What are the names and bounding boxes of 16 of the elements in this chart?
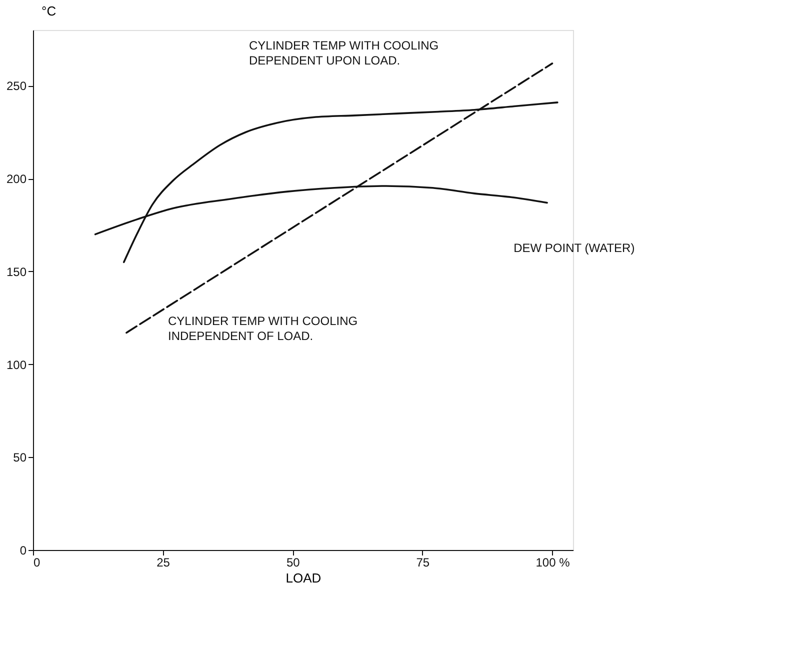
y-tick-label: 100: [6, 358, 27, 372]
x-axis-title: LOAD: [286, 570, 322, 586]
x-tick-label: 75: [416, 556, 430, 570]
y-tick-label: 200: [6, 172, 27, 186]
y-axis-title: °C: [42, 4, 56, 18]
y-tick-label: 0: [20, 544, 27, 558]
annotation: CYLINDER TEMP WITH COOLING INDEPENDENT OF LOAD.: [168, 314, 358, 343]
x-tick-label: 50: [286, 556, 300, 570]
annotation: CYLINDER TEMP WITH COOLING DEPENDENT UPON LOAD.: [249, 38, 439, 68]
y-tick-label: 50: [13, 450, 27, 465]
x-tick-label: 25: [156, 556, 170, 570]
y-tick-label: 150: [6, 264, 27, 279]
y-tick-label: 250: [6, 79, 27, 94]
x-tick-label: 100 %: [536, 556, 570, 570]
x-tick-label: 0: [34, 556, 40, 570]
annotation: DEW POINT (WATER): [514, 241, 635, 256]
